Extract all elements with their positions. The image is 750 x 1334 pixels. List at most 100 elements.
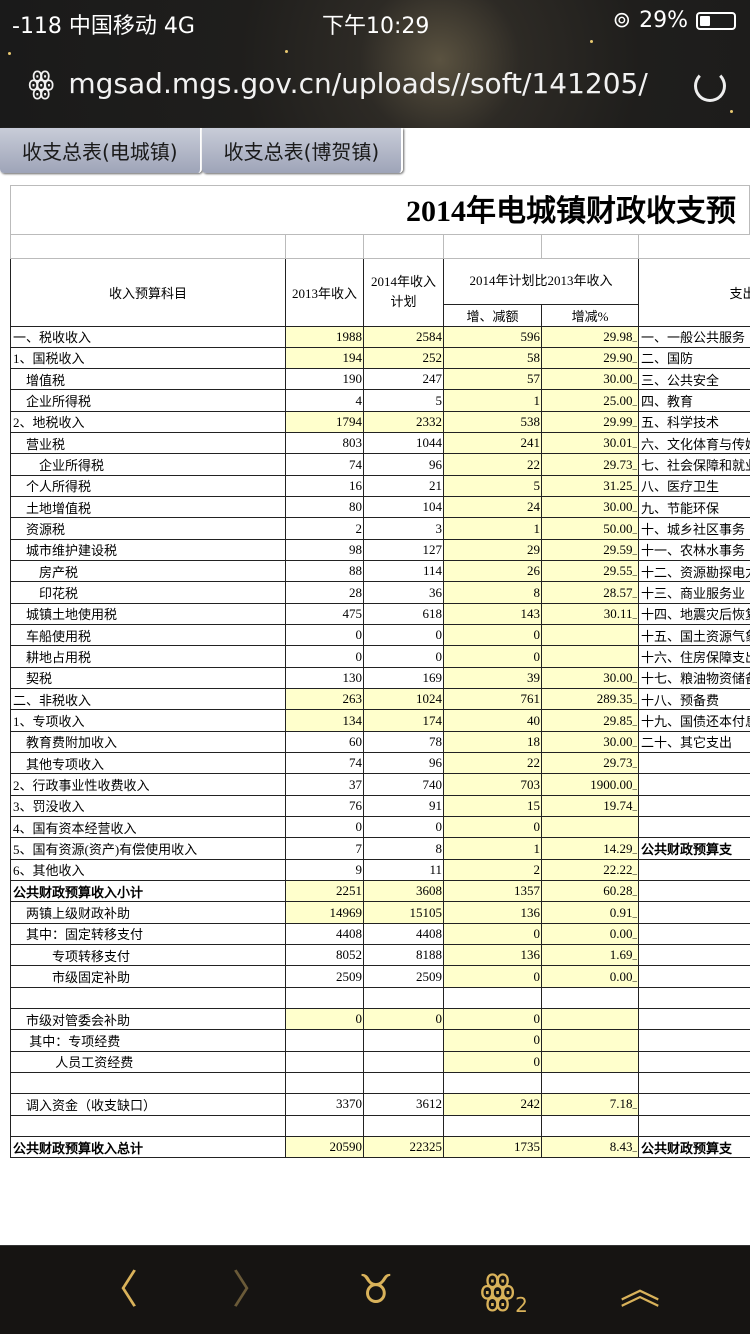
item-label: 调入资金（收支缺口） <box>10 1093 286 1116</box>
item-label: 城镇土地使用税 <box>10 602 286 626</box>
expense-label <box>638 1007 750 1031</box>
value-diff: 26 <box>443 560 542 583</box>
table-row: 3、罚没收入 76 91 15 19.74 <box>10 794 750 818</box>
share-icon[interactable]: ︽ <box>620 1267 660 1313</box>
spreadsheet: 2014年电城镇财政收支预 收入预算科目 2013年收入 2014年收入计划 2… <box>10 185 750 1159</box>
header-2014: 2014年收入计划 <box>363 257 444 327</box>
value-2013 <box>285 1029 364 1052</box>
value-pct: 60.28 <box>541 880 639 903</box>
value-diff: 0 <box>443 965 542 988</box>
value-pct <box>541 1071 639 1095</box>
value-diff: 1 <box>443 837 542 860</box>
value-diff: 136 <box>443 944 542 967</box>
value-diff: 143 <box>443 602 542 626</box>
tab-diancheng[interactable]: 收支总表(电城镇) <box>0 128 202 173</box>
value-pct: 30.00 <box>541 496 639 519</box>
value-pct <box>541 816 639 839</box>
expense-label <box>638 880 750 903</box>
value-2014: 104 <box>363 496 444 519</box>
value-2013: 0 <box>285 645 364 668</box>
expense-label: 十八、预备费 <box>638 688 750 711</box>
item-label: 二、非税收入 <box>10 688 286 711</box>
back-icon[interactable]: 〈 <box>98 1267 138 1313</box>
value-diff: 8 <box>443 581 542 604</box>
value-2013: 0 <box>285 816 364 839</box>
value-2013: 0 <box>285 624 364 647</box>
value-pct <box>541 1114 639 1137</box>
expense-label: 七、社会保障和就业 <box>638 453 750 476</box>
value-pct: 14.29 <box>541 837 639 860</box>
value-2013: 7 <box>285 837 364 860</box>
value-2013: 16 <box>285 474 364 498</box>
value-2013: 475 <box>285 602 364 626</box>
expense-label <box>638 1114 750 1137</box>
table-row: 市级固定补助 2509 2509 0 0.00 <box>10 965 750 988</box>
expense-label: 十四、地震灾后恢复 <box>638 602 750 626</box>
value-pct: 0.00 <box>541 922 639 946</box>
address-bar[interactable]: ꙮ mgsad.mgs.gov.cn/uploads//soft/141205/ <box>28 66 648 101</box>
item-label: 印花税 <box>10 581 286 604</box>
item-label: 土地增值税 <box>10 496 286 519</box>
value-pct: 0.00 <box>541 965 639 988</box>
value-pct: 29.55 <box>541 560 639 583</box>
value-2013: 80 <box>285 496 364 519</box>
browser-header: -118 中国移动 4G 下午10:29 ⊚ 29% ꙮ mgsad.mgs.go… <box>0 0 750 128</box>
table-row: 人员工资经费 0 <box>10 1050 750 1073</box>
carrier: -118 中国移动 4G <box>12 14 195 39</box>
expense-label <box>638 1029 750 1052</box>
table-row: 其他专项收入 74 96 22 29.73 <box>10 752 750 775</box>
table-row <box>10 1071 750 1095</box>
expense-label: 公共财政预算支 <box>638 1135 750 1159</box>
status-bar: -118 中国移动 4G 下午10:29 ⊚ 29% <box>0 8 750 39</box>
tab-bohe[interactable]: 收支总表(博贺镇) <box>201 128 404 173</box>
value-2013 <box>285 1071 364 1095</box>
value-2014: 2332 <box>363 410 444 434</box>
taurus-menu-icon[interactable]: ♉ <box>358 1267 394 1313</box>
star-decoration <box>8 52 11 55</box>
value-2013: 74 <box>285 752 364 775</box>
value-pct: 29.73 <box>541 752 639 775</box>
value-diff <box>443 986 542 1010</box>
table-row: 其中：专项经费 0 <box>10 1029 750 1052</box>
value-pct: 30.01 <box>541 432 639 455</box>
url-text[interactable]: mgsad.mgs.gov.cn/uploads//soft/141205/ <box>68 67 648 100</box>
ghost-tabs-icon[interactable]: ꙮ2 <box>480 1267 528 1317</box>
value-2013: 4 <box>285 389 364 412</box>
value-diff <box>443 1114 542 1137</box>
value-2014: 0 <box>363 816 444 839</box>
table-row: 6、其他收入 9 11 2 22.22 <box>10 858 750 882</box>
reload-icon[interactable] <box>694 70 726 102</box>
value-diff: 39 <box>443 666 542 690</box>
star-decoration <box>730 110 733 113</box>
value-pct: 29.73 <box>541 453 639 476</box>
value-2013: 803 <box>285 432 364 455</box>
value-2014: 8188 <box>363 944 444 967</box>
value-diff: 1357 <box>443 880 542 903</box>
table-row: 其中：固定转移支付 4408 4408 0 0.00 <box>10 922 750 946</box>
value-2013: 2 <box>285 517 364 540</box>
value-diff: 703 <box>443 773 542 796</box>
value-2013: 28 <box>285 581 364 604</box>
value-pct: 19.74 <box>541 794 639 818</box>
expense-label <box>638 1050 750 1073</box>
value-pct: 29.85 <box>541 709 639 732</box>
expense-label <box>638 816 750 839</box>
value-diff: 40 <box>443 709 542 732</box>
header-2013: 2013年收入 <box>285 257 364 327</box>
value-diff: 0 <box>443 1029 542 1052</box>
header-item: 收入预算科目 <box>10 257 286 327</box>
expense-label <box>638 901 750 924</box>
item-label: 其中：固定转移支付 <box>10 922 286 946</box>
value-2013: 2509 <box>285 965 364 988</box>
value-2014: 36 <box>363 581 444 604</box>
value-diff: 1 <box>443 517 542 540</box>
value-2014: 8 <box>363 837 444 860</box>
item-label: 6、其他收入 <box>10 858 286 882</box>
forward-icon[interactable]: 〉 <box>232 1267 272 1313</box>
expense-label <box>638 752 750 775</box>
value-diff: 0 <box>443 922 542 946</box>
